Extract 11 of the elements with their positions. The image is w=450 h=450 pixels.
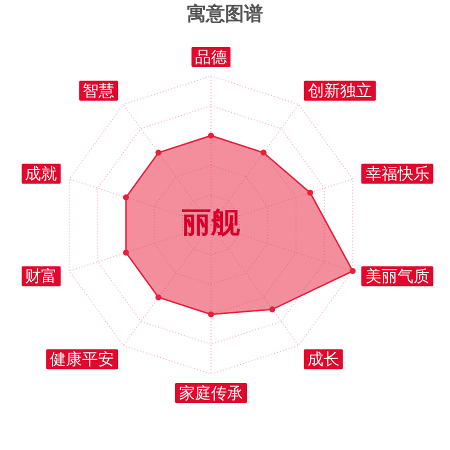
- spoke-label: 成就: [25, 164, 58, 184]
- text: 丽舰: [181, 205, 241, 239]
- spoke-label: 创新独立: [308, 81, 372, 100]
- spoke-label: 美丽气质: [365, 266, 430, 286]
- spoke-label: 智慧: [82, 81, 115, 100]
- spoke-label: 幸福快乐: [365, 164, 430, 184]
- spoke-label: 财富: [25, 266, 58, 286]
- chart-title: 寓意图谱: [186, 2, 264, 26]
- spoke-label: 健康平安: [50, 350, 114, 369]
- spoke-label: 成长: [307, 350, 340, 369]
- spoke-label: 品德: [195, 47, 227, 66]
